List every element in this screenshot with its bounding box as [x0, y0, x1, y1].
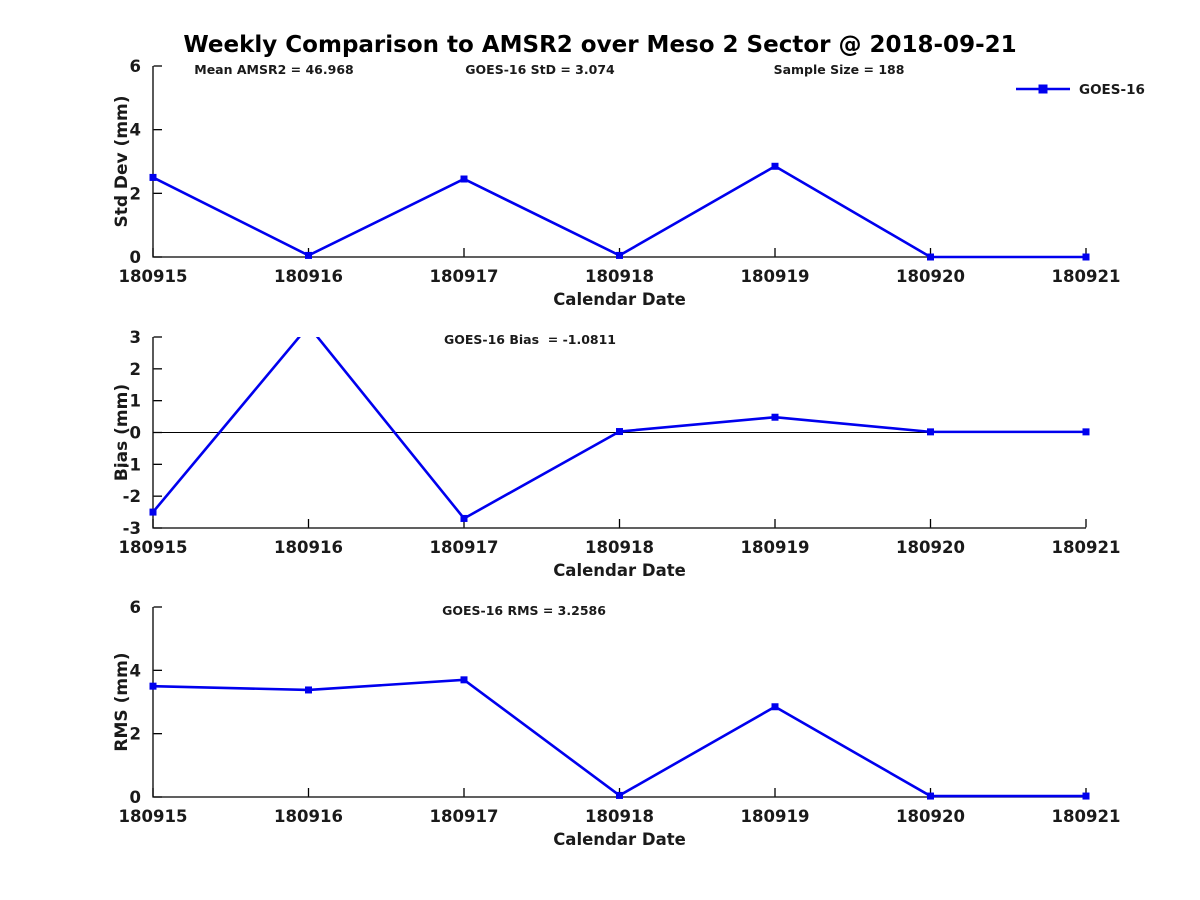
x-tick-label: 180920 [896, 807, 965, 826]
x-tick-label: 180920 [896, 267, 965, 286]
x-tick-label: 180921 [1052, 538, 1121, 557]
y-axis-label: RMS (mm) [112, 652, 132, 751]
figure-title: Weekly Comparison to AMSR2 over Meso 2 S… [183, 32, 1017, 58]
x-tick-label: 180920 [896, 538, 965, 557]
y-tick-label: -2 [123, 487, 141, 506]
subplot-annotation: GOES-16 RMS = 3.2586 [442, 603, 606, 618]
y-tick-label: 3 [130, 328, 141, 347]
data-point-marker [771, 703, 779, 711]
y-axis-label: Std Dev (mm) [112, 95, 132, 227]
legend-label: GOES-16 [1079, 82, 1145, 98]
goes-16-line [152, 164, 1086, 259]
x-tick-label: 180917 [430, 538, 499, 557]
y-tick-label: 6 [130, 57, 141, 76]
data-point-marker [149, 682, 157, 690]
y-tick-label: 6 [130, 598, 141, 617]
legend: GOES-16 [1016, 82, 1145, 98]
y-tick-label: 4 [130, 661, 141, 680]
x-tick-label: 180916 [274, 267, 343, 286]
subplot-std-dev: 0 2 4 6 180915 180916 180917 180918 180919 180920… [112, 57, 1120, 309]
goes-16-line [152, 337, 1086, 521]
x-tick-label: 180919 [741, 267, 810, 286]
data-point-marker [460, 175, 468, 183]
data-point-marker [616, 428, 623, 436]
data-point-marker [1082, 792, 1090, 800]
data-point-marker [927, 253, 934, 261]
axis-spines [152, 607, 1086, 798]
axis-spines [152, 337, 1086, 529]
subplot-annotation: GOES-16 StD = 3.074 [465, 62, 615, 77]
data-point-marker [149, 173, 157, 181]
x-tick-label: 180919 [741, 538, 810, 557]
y-axis-label: Bias (mm) [112, 384, 132, 481]
x-tick-label: 180915 [119, 267, 188, 286]
x-axis-label: Calendar Date [553, 290, 686, 309]
x-axis-label: Calendar Date [553, 830, 686, 849]
y-tick-label: 2 [130, 184, 141, 203]
y-tick-label: 4 [130, 121, 141, 140]
data-point-marker [616, 251, 623, 259]
x-tick-label: 180916 [274, 538, 343, 557]
y-tick-label: -1 [123, 455, 141, 474]
x-tick-label: 180921 [1052, 807, 1121, 826]
x-tick-label: 180917 [430, 267, 499, 286]
y-tick-label: 2 [130, 725, 141, 744]
subplot-bias: -3 -2 -1 0 1 2 3 180915 180916 180917 180918 180919… [112, 328, 1121, 580]
y-tick-label: 0 [130, 424, 141, 443]
x-tick-label: 180916 [274, 807, 343, 826]
subplot-annotation: Sample Size = 188 [774, 62, 905, 77]
y-tick-label: 0 [130, 248, 141, 267]
data-point-marker [771, 162, 779, 170]
data-point-marker [927, 792, 934, 800]
x-tick-label: 180915 [119, 807, 188, 826]
y-tick-label: 2 [130, 360, 141, 379]
x-tick-label: 180921 [1052, 267, 1121, 286]
data-point-marker [305, 686, 312, 694]
data-point-marker [771, 413, 779, 421]
data-point-marker [1082, 253, 1090, 261]
data-point-marker [460, 514, 468, 522]
data-point-marker [927, 428, 934, 436]
y-tick-label: 0 [130, 788, 141, 807]
y-tick-label: -3 [123, 519, 141, 538]
x-tick-label: 180918 [585, 267, 654, 286]
subplot-rms: 0 2 4 6 180915 180916 180917 180918 180919 180920… [112, 598, 1120, 849]
x-tick-label: 180918 [585, 807, 654, 826]
data-point-marker [149, 508, 157, 516]
goes-16-line [152, 678, 1086, 798]
data-point-marker [616, 791, 623, 799]
y-tick-label: 1 [130, 392, 141, 411]
data-point-marker [1082, 428, 1090, 436]
axis-spines [152, 66, 1086, 258]
x-tick-label: 180915 [119, 538, 188, 557]
legend-marker [1038, 84, 1048, 94]
data-point-marker [305, 251, 312, 259]
subplot-annotation: Mean AMSR2 = 46.968 [194, 62, 353, 77]
x-tick-label: 180918 [585, 538, 654, 557]
data-point-marker [460, 676, 468, 684]
x-tick-label: 180919 [741, 807, 810, 826]
x-axis-label: Calendar Date [553, 561, 686, 580]
x-tick-label: 180917 [430, 807, 499, 826]
subplot-annotation: GOES-16 Bias = -1.0811 [444, 332, 616, 347]
